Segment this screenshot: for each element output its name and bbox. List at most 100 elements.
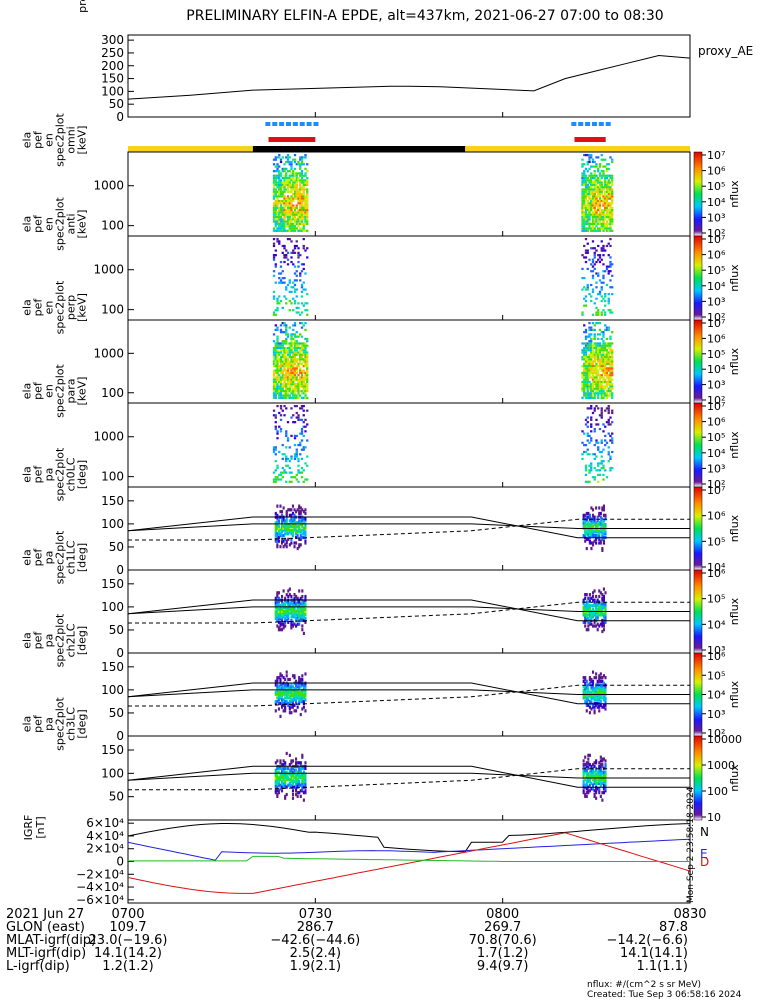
- pa-pixel: [287, 537, 290, 541]
- y-tick-label: 6×10⁴: [86, 816, 124, 830]
- orbit-row-value: 269.7: [484, 920, 521, 935]
- spectrogram-pixel: [304, 362, 307, 365]
- spectrogram-pixel: [598, 380, 602, 384]
- pa-pixel: [295, 783, 298, 787]
- pa-pixel: [277, 701, 280, 706]
- ylabel-line: pef: [32, 714, 45, 733]
- spectrogram-pixel: [591, 346, 595, 350]
- spectrogram-pixel: [591, 378, 595, 381]
- spectrogram-pixel: [602, 430, 605, 433]
- spectrogram-pixel: [590, 156, 593, 159]
- pa-pixel: [299, 700, 302, 704]
- spectrogram-pixel: [278, 176, 281, 180]
- pa-pixel: [280, 519, 284, 523]
- pa-pixel: [287, 594, 290, 599]
- spectrogram-pixel: [288, 222, 291, 226]
- spectrogram-pixel: [285, 167, 288, 170]
- spectrogram-pixel: [611, 394, 614, 397]
- pa-pixel: [604, 783, 607, 787]
- spectrogram-pixel: [295, 335, 298, 338]
- spectrogram-pixel: [591, 197, 595, 200]
- spectrogram-pixel: [279, 209, 283, 212]
- pa-pixel: [590, 690, 593, 695]
- pa-pixel: [588, 541, 591, 545]
- pa-pixel: [293, 609, 296, 613]
- pa-pixel: [276, 532, 279, 536]
- spectrogram-pixel: [297, 342, 300, 345]
- pa-pixel: [584, 620, 587, 624]
- pa-pixel: [276, 545, 279, 549]
- spectrogram-pixel: [272, 380, 276, 384]
- pa-pixel: [299, 694, 302, 698]
- spectrogram-pixel: [297, 179, 300, 182]
- pa-pixel: [602, 615, 605, 619]
- pa-pixel: [582, 613, 585, 617]
- pa-pixel: [277, 791, 280, 795]
- pa-pixel: [584, 694, 587, 698]
- spectrogram-pixel: [290, 471, 293, 474]
- spectrogram-pixel: [584, 299, 588, 303]
- pa-pixel: [585, 761, 588, 765]
- loss-cone-line: [127, 523, 690, 532]
- spectrogram-pixel: [279, 342, 283, 345]
- spectrogram-pixel: [597, 464, 600, 467]
- spectrogram-pixel: [272, 414, 276, 417]
- spectrogram-pixel: [283, 360, 286, 363]
- spectrogram-pixel: [581, 158, 584, 161]
- spectrogram-pixel: [279, 380, 283, 384]
- spectrogram-pixel: [600, 460, 603, 463]
- spectrogram-pixel: [581, 209, 584, 212]
- pa-pixel: [280, 772, 284, 776]
- spectrogram-pixel: [583, 179, 586, 182]
- pa-pixel: [591, 524, 595, 529]
- pa-pixel: [595, 534, 598, 538]
- pa-pixel: [593, 604, 596, 608]
- spectrogram-pixel: [300, 439, 304, 442]
- spectrogram-pixel: [595, 358, 598, 361]
- pa-pixel: [298, 613, 301, 617]
- spectrogram-pixel: [584, 383, 588, 386]
- pa-pixel: [276, 677, 279, 682]
- spectrogram-pixel: [295, 306, 298, 310]
- pa-pixel: [587, 766, 590, 770]
- pa-pixel: [591, 543, 595, 547]
- pa-pixel: [588, 711, 591, 715]
- spectrogram-pixel: [278, 179, 281, 182]
- spectrogram-pixel: [604, 202, 607, 205]
- pa-pixel: [601, 602, 604, 606]
- pa-pixel: [277, 781, 280, 785]
- spectrogram-pixel: [300, 335, 304, 338]
- loss-cone-line: [127, 606, 690, 615]
- pa-pixel: [291, 770, 295, 774]
- spectrogram-pixel: [600, 409, 603, 412]
- pa-pixel: [596, 778, 599, 782]
- spectrogram-pixel: [581, 277, 584, 280]
- spectrogram-pixel: [304, 342, 307, 345]
- spectrogram-pixel: [297, 378, 300, 381]
- spectrogram-pixel: [279, 225, 283, 228]
- pa-pixel: [301, 615, 304, 619]
- pa-pixel: [301, 519, 304, 523]
- pa-pixel: [295, 694, 298, 698]
- spectrogram-pixel: [590, 174, 593, 177]
- spectrogram-pixel: [607, 374, 610, 377]
- spectrogram-pixel: [591, 206, 595, 209]
- pa-pixel: [598, 774, 601, 778]
- colorbar-label: nflux: [728, 431, 741, 459]
- pa-pixel: [284, 688, 287, 693]
- spectrogram-pixel: [285, 297, 288, 300]
- spectrogram-pixel: [304, 229, 307, 232]
- spectrogram-pixel: [588, 367, 591, 370]
- spectrogram-pixel: [604, 225, 607, 228]
- spectrogram-pixel: [292, 213, 295, 216]
- pa-pixel: [601, 620, 604, 624]
- pa-pixel: [291, 615, 295, 619]
- spectrogram-pixel: [274, 389, 277, 393]
- pa-pixel: [304, 511, 307, 516]
- pa-pixel: [602, 539, 605, 543]
- spectrogram-pixel: [300, 362, 304, 365]
- pa-pixel: [587, 696, 590, 700]
- spectrogram-pixel: [588, 154, 591, 157]
- spectrogram-pixel: [597, 337, 600, 341]
- spectrogram-pixel: [586, 380, 589, 384]
